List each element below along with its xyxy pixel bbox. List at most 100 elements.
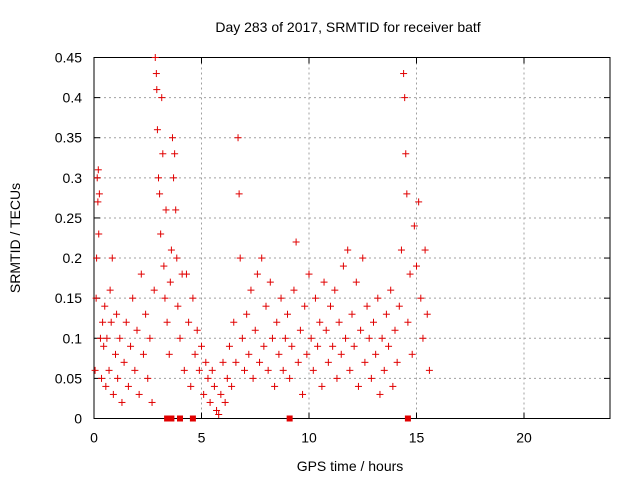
data-point [273, 318, 281, 326]
data-point [114, 374, 122, 382]
data-point [387, 286, 395, 294]
data-point [127, 342, 135, 350]
data-point [187, 382, 195, 390]
data-point [352, 278, 360, 286]
data-point [374, 294, 382, 302]
data-point [195, 366, 203, 374]
data-point [316, 318, 324, 326]
data-point [163, 318, 171, 326]
data-point [162, 206, 170, 214]
data-point [258, 254, 266, 262]
data-point [238, 334, 246, 342]
data-point [402, 150, 410, 158]
data-point [189, 294, 197, 302]
data-point [284, 310, 291, 318]
data-point [235, 190, 243, 198]
data-point [333, 374, 341, 382]
data-point [161, 294, 169, 302]
data-point [339, 262, 347, 270]
data-point [107, 318, 115, 326]
data-point [158, 94, 166, 102]
data-point [230, 318, 238, 326]
y-axis-label: SRMTID / TECUs [7, 183, 23, 293]
data-point [365, 334, 373, 342]
data-point [103, 334, 111, 342]
grid-lines [94, 57, 610, 419]
data-point [176, 334, 184, 342]
data-point [264, 366, 272, 374]
data-point [139, 350, 147, 358]
data-point [393, 358, 401, 366]
data-point [204, 374, 212, 382]
data-point [198, 342, 205, 350]
data-point [228, 382, 236, 390]
data-point [98, 374, 106, 382]
data-point [243, 310, 251, 318]
data-point [370, 318, 377, 326]
data-point [363, 302, 371, 310]
data-point [95, 190, 103, 198]
data-point [301, 302, 309, 310]
data-point [357, 326, 365, 334]
data-point [299, 390, 307, 398]
data-point [266, 278, 274, 286]
data-point [93, 254, 101, 262]
data-point [271, 382, 279, 390]
data-point [234, 134, 242, 142]
data-point [385, 342, 393, 350]
data-point [202, 358, 210, 366]
data-point [173, 254, 181, 262]
data-point [99, 318, 107, 326]
data-point [350, 342, 358, 350]
data-point [116, 334, 124, 342]
data-point [361, 358, 369, 366]
data-point [309, 366, 317, 374]
data-point [236, 254, 244, 262]
data-point [167, 246, 175, 254]
data-point [408, 350, 416, 358]
zero-marker [177, 415, 183, 422]
y-tick-label: 0.05 [55, 370, 82, 386]
zero-marker [404, 415, 411, 422]
data-point [185, 318, 193, 326]
data-point [307, 334, 315, 342]
data-point [395, 302, 403, 310]
data-point [148, 398, 156, 406]
data-point [380, 366, 388, 374]
data-point [151, 54, 159, 61]
data-point [101, 302, 109, 310]
data-point [286, 374, 294, 382]
x-tick-label: 10 [301, 430, 317, 446]
y-tick-label: 0.35 [55, 130, 82, 146]
data-point [193, 326, 201, 334]
plot-frame [93, 57, 611, 419]
data-point [166, 278, 174, 286]
data-point [303, 350, 311, 358]
data-point [421, 246, 429, 254]
data-point [344, 246, 352, 254]
data-point [102, 382, 110, 390]
data-point [200, 390, 208, 398]
data-point [142, 310, 150, 318]
data-point [391, 326, 399, 334]
data-point [279, 366, 287, 374]
data-point [292, 238, 300, 246]
data-point [413, 262, 420, 270]
data-point [318, 382, 326, 390]
zero-marker [164, 415, 171, 422]
data-point [120, 358, 128, 366]
data-point [100, 342, 108, 350]
data-point [397, 246, 405, 254]
data-point [367, 374, 375, 382]
x-tick-label: 5 [198, 430, 206, 446]
data-point [247, 286, 255, 294]
data-point [135, 390, 143, 398]
data-point [223, 374, 231, 382]
data-point [91, 366, 99, 374]
data-point [251, 326, 259, 334]
zero-marker [168, 415, 175, 422]
data-point [372, 350, 380, 358]
data-point [165, 350, 173, 358]
data-point [410, 222, 418, 230]
data-point [180, 366, 188, 374]
